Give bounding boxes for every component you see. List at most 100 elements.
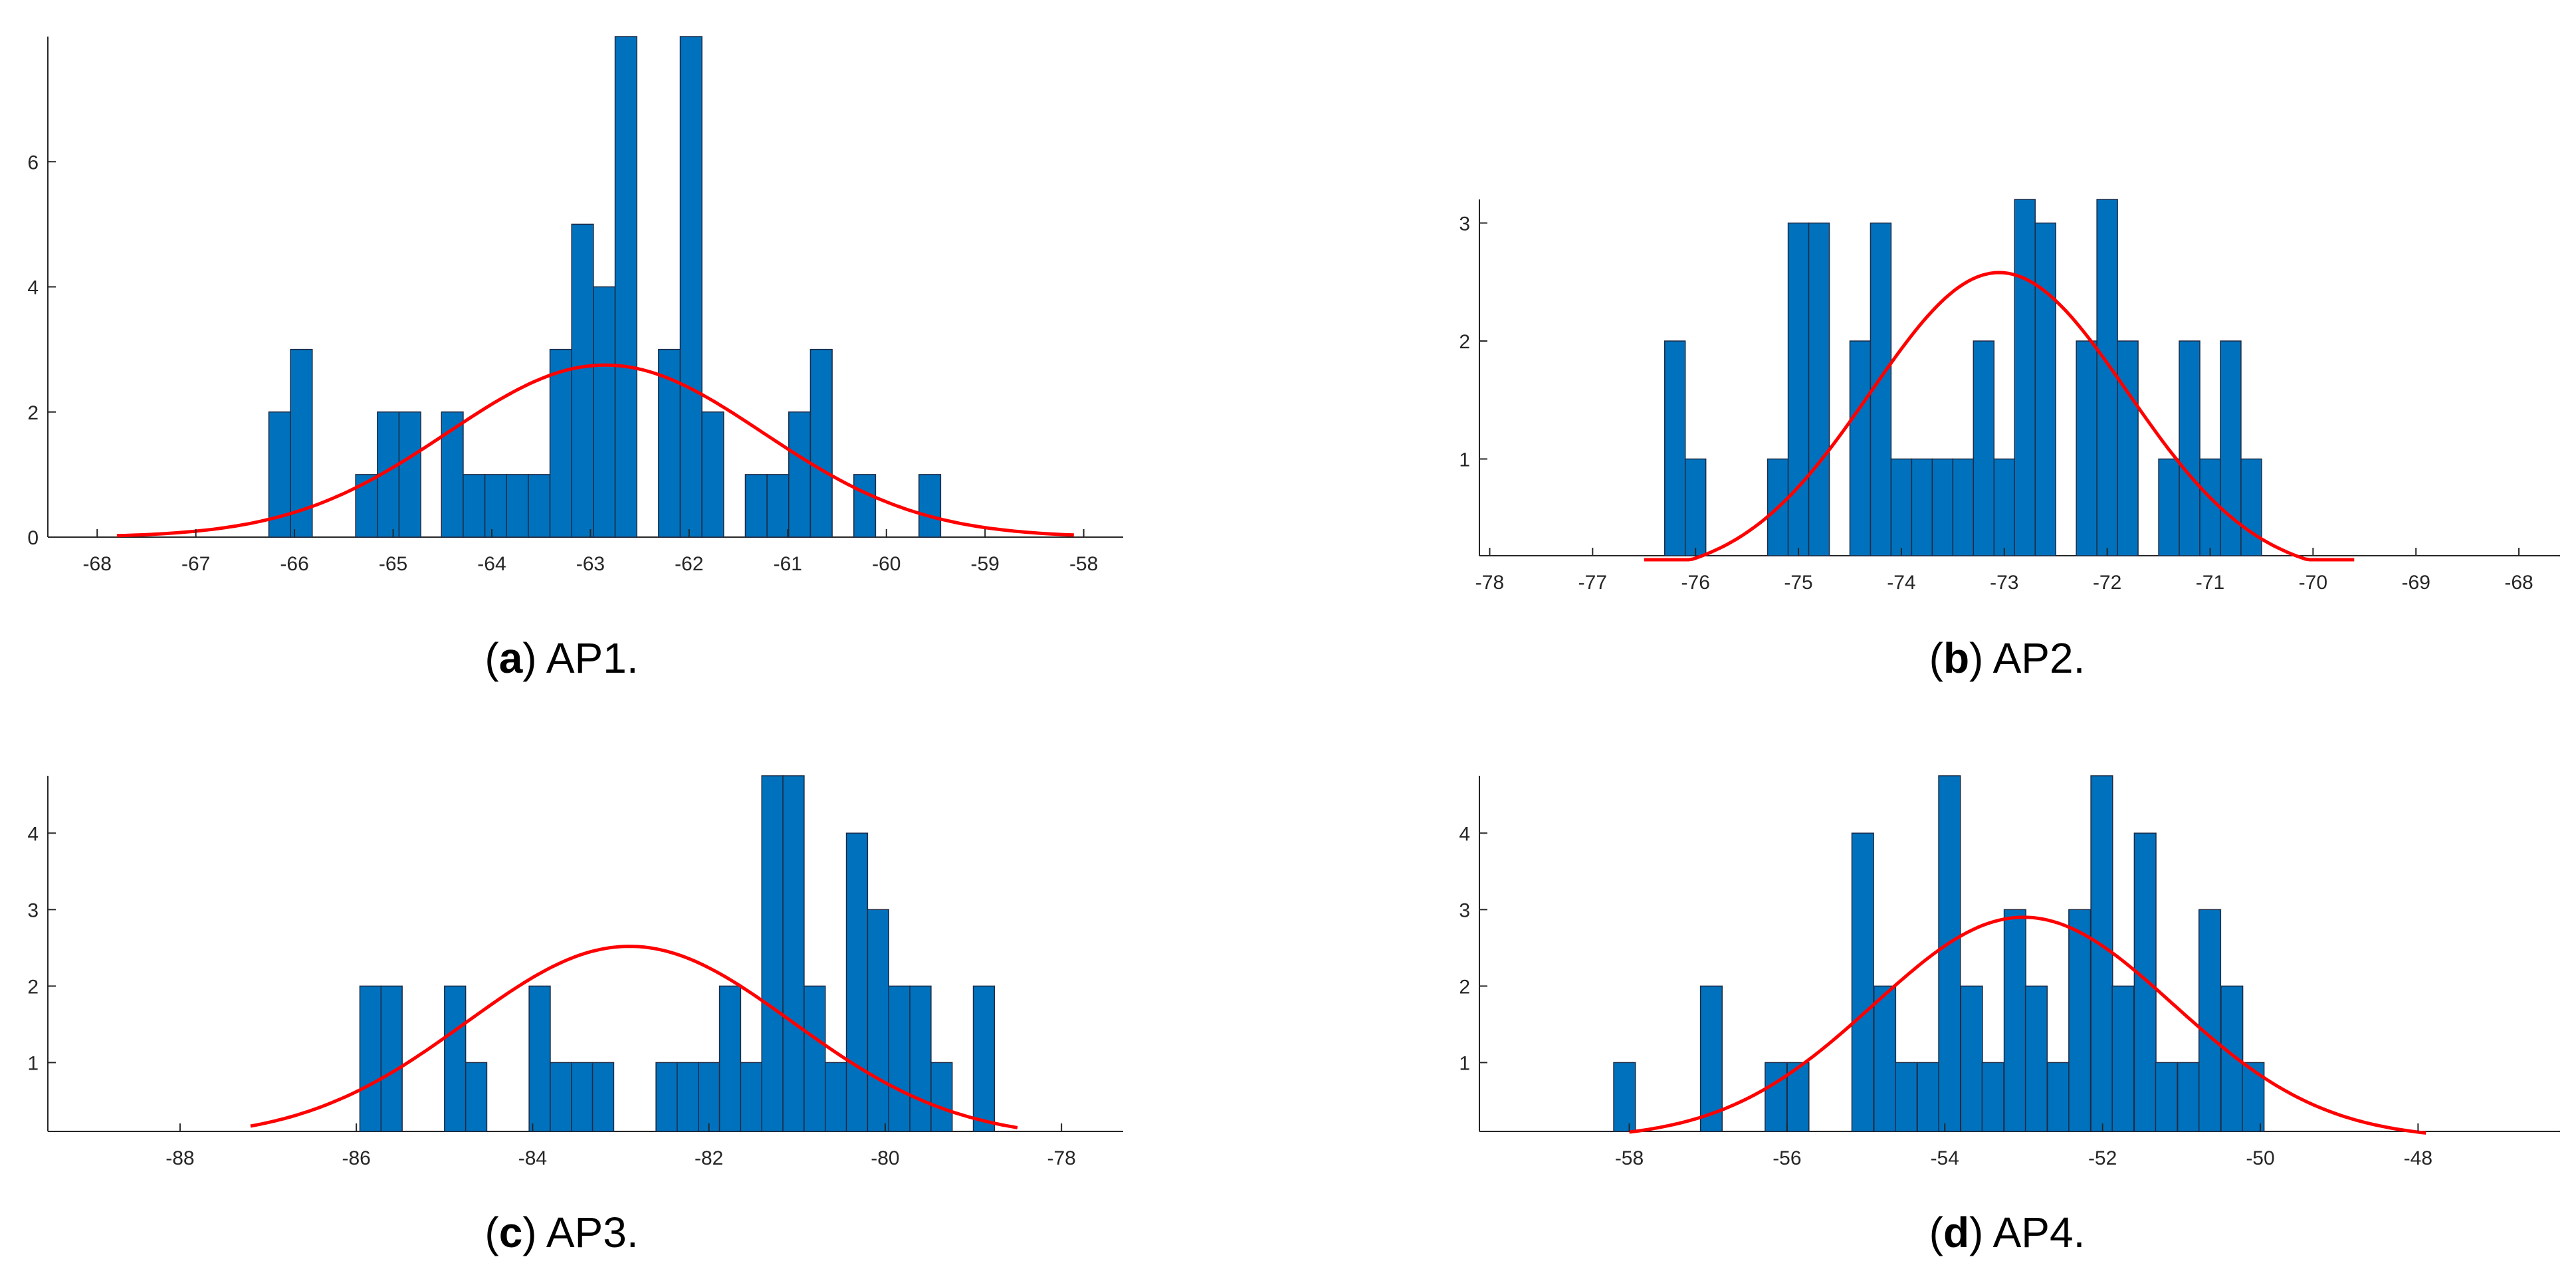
histogram-bar — [1911, 458, 1933, 556]
histogram-bar — [465, 1062, 488, 1132]
subplot-caption: (c) AP3. — [484, 1209, 638, 1256]
histogram-bar — [506, 474, 529, 538]
histogram-bar — [2179, 340, 2200, 556]
x-tick-label: -56 — [1772, 1147, 1801, 1169]
histogram-bar — [444, 985, 467, 1132]
histogram-bar — [2076, 340, 2097, 556]
histogram-bar — [1699, 985, 1723, 1132]
histogram-bar — [930, 1062, 953, 1132]
y-tick-label: 0 — [27, 527, 39, 549]
histogram-bar — [484, 474, 507, 538]
caption-close-paren: ) — [522, 1209, 546, 1256]
histogram-bar — [571, 223, 594, 538]
x-tick-label: -64 — [477, 553, 506, 575]
y-tick-label: 2 — [27, 402, 39, 424]
histogram-bar — [888, 985, 911, 1132]
y-tick-label: 1 — [27, 1052, 39, 1074]
histogram-bar — [853, 474, 877, 538]
histogram-bar — [528, 985, 551, 1132]
caption-close-paren: ) — [1969, 634, 1993, 682]
caption-close-paren: ) — [522, 634, 546, 682]
x-tick-label: -72 — [2093, 572, 2121, 594]
y-tick-label: 1 — [1459, 1052, 1470, 1074]
histogram-bar — [909, 985, 932, 1132]
caption-label: AP2. — [1993, 634, 2086, 682]
histogram-bar — [1808, 222, 1830, 556]
y-tick-label: 2 — [1459, 976, 1470, 998]
x-tick-label: -76 — [1681, 572, 1710, 594]
histogram-bar — [2133, 832, 2157, 1132]
histogram-bar — [867, 909, 889, 1132]
x-tick-label: -65 — [379, 553, 407, 575]
x-tick-label: -68 — [2504, 572, 2533, 594]
y-tick-label: 2 — [1459, 331, 1470, 353]
x-tick-label: -77 — [1578, 572, 1607, 594]
histogram-bar — [782, 775, 805, 1132]
histogram-bar — [1787, 222, 1810, 556]
subplot-d: -58 -56 -54 -52 -50 -48 1 2 3 4 (d) AP4. — [1459, 775, 2560, 1256]
histogram-bar — [550, 1062, 572, 1132]
histogram-bar — [2155, 1062, 2178, 1132]
caption-open-paren: ( — [1929, 634, 1943, 682]
subplot-caption: (d) AP4. — [1929, 1209, 2086, 1256]
histogram-bar — [549, 348, 572, 538]
histogram-bar — [740, 1062, 762, 1132]
y-tick-label: 2 — [27, 976, 39, 998]
histogram-bar — [593, 286, 616, 538]
histogram-bar — [2090, 775, 2113, 1132]
histogram-bar — [359, 985, 382, 1132]
histogram-bar — [290, 348, 313, 538]
histogram-bar — [1938, 775, 1961, 1132]
x-tick-label: -50 — [2246, 1147, 2274, 1169]
x-tick-label: -60 — [872, 553, 901, 575]
normal-fit-curve — [250, 945, 1018, 1129]
histogram-bar — [528, 474, 551, 538]
normal-fit-curve — [1644, 271, 2355, 562]
histogram-bar — [2198, 909, 2222, 1132]
histogram-bar — [2034, 222, 2056, 556]
histogram-bar — [809, 348, 833, 538]
x-tick-label: -78 — [1475, 572, 1504, 594]
histogram-bar — [845, 832, 869, 1132]
y-tick-label: 1 — [1459, 449, 1470, 471]
x-tick-label: -61 — [774, 553, 802, 575]
caption-close-paren: ) — [1969, 1209, 1993, 1256]
histogram-bar — [2242, 1062, 2265, 1132]
y-tick-label: 3 — [1459, 899, 1470, 921]
caption-label: AP1. — [546, 634, 639, 682]
histogram-bar — [655, 1062, 678, 1132]
histogram-bar — [1765, 1062, 1788, 1132]
caption-letter: a — [499, 634, 523, 682]
normal-fit-curve — [1629, 915, 2426, 1135]
caption-open-paren: ( — [484, 634, 498, 682]
histogram-bar — [1931, 458, 1954, 556]
histogram-bar — [463, 474, 486, 538]
histogram-bar — [2111, 985, 2135, 1132]
x-tick-label: -82 — [695, 1147, 723, 1169]
histogram-bar — [804, 985, 826, 1132]
x-tick-label: -58 — [1615, 1147, 1644, 1169]
histogram-bar — [591, 1062, 615, 1132]
normal-fit-curve — [116, 363, 1074, 538]
histogram-bar — [380, 985, 403, 1132]
histogram-bar — [2047, 1062, 2070, 1132]
histogram-bar — [1993, 458, 2016, 556]
x-tick-label: -58 — [1069, 553, 1098, 575]
subplot-c: -88 -86 -84 -82 -80 -78 1 2 3 4 (c) AP3. — [27, 775, 1123, 1256]
x-tick-label: -66 — [280, 553, 308, 575]
x-tick-label: -52 — [2088, 1147, 2117, 1169]
histogram-bar — [1890, 458, 1913, 556]
caption-letter: b — [1943, 634, 1969, 682]
y-tick-label: 4 — [27, 823, 39, 845]
histogram-bar — [2240, 458, 2262, 556]
x-tick-label: -78 — [1047, 1147, 1075, 1169]
histogram-bar — [1952, 458, 1975, 556]
subplot-caption: (b) AP2. — [1929, 634, 2086, 682]
histogram-bar — [918, 474, 942, 538]
subplot-b: -78 -77 -76 -75 -74 -73 -72 -71 -70 -69 -68 1 2 3 (b) … — [1459, 199, 2560, 682]
x-tick-label: -54 — [1931, 1147, 1959, 1169]
histogram-bar — [614, 36, 637, 538]
histogram-bar — [1664, 340, 1686, 556]
x-tick-label: -75 — [1784, 572, 1812, 594]
y-tick-label: 3 — [27, 899, 39, 921]
